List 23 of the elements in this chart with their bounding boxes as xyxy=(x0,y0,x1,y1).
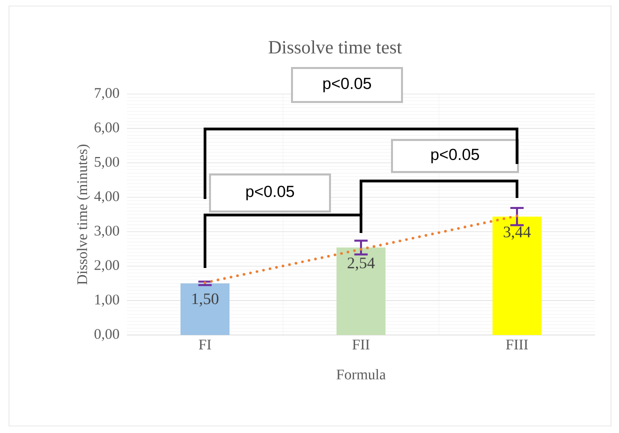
x-tick-label: FII xyxy=(352,340,370,350)
y-tick-label: 0,00 xyxy=(94,329,120,342)
chart-title: Dissolve time test xyxy=(268,40,402,54)
y-axis-title: Dissolve time (minutes) xyxy=(76,144,90,285)
data-label: 1,50 xyxy=(192,293,218,307)
x-tick-label: FI xyxy=(198,340,212,350)
data-label: 3,44 xyxy=(504,226,531,240)
bar xyxy=(336,248,386,335)
text: p<0.05 xyxy=(323,78,372,92)
y-tick-label: 2,00 xyxy=(94,260,120,272)
annotation: p<0.05 xyxy=(431,148,480,164)
y-tick-label: 7,00 xyxy=(94,88,120,100)
data-label: 2,54 xyxy=(348,258,375,271)
bar xyxy=(180,283,230,335)
y-tick-label: 4,00 xyxy=(94,191,120,204)
y-tick-label: 1,00 xyxy=(95,294,120,307)
x-axis-title: Formula xyxy=(336,369,386,380)
y-tick-label: 5,00 xyxy=(94,156,120,169)
y-tick-label: 6,00 xyxy=(94,122,120,134)
annotation: p<0.05 xyxy=(246,186,294,200)
x-tick-label: FIII xyxy=(506,340,528,350)
bar xyxy=(492,216,542,335)
y-tick-label: 3,00 xyxy=(94,226,120,238)
